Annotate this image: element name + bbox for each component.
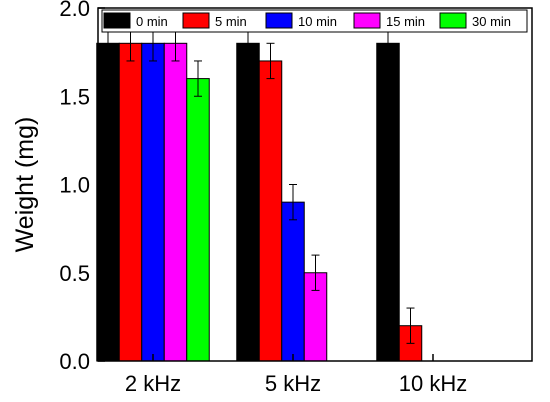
bar-30-min-2-kHz — [186, 78, 210, 362]
legend-swatch — [182, 12, 210, 29]
legend-label: 30 min — [472, 14, 511, 29]
y-tick-label: 1.0 — [59, 173, 90, 198]
y-tick-label: 0.0 — [59, 349, 90, 374]
bars-layer — [96, 42, 423, 362]
legend-label: 15 min — [386, 14, 425, 29]
x-tick-label: 10 kHz — [399, 371, 467, 396]
y-axis-title: Weight (mg) — [11, 117, 39, 253]
legend-swatch — [265, 12, 293, 29]
bar-10-min-2-kHz — [141, 42, 165, 362]
bar-0-min-10-kHz — [376, 42, 400, 362]
bar-0-min-2-kHz — [96, 42, 120, 362]
y-tick-label: 2.0 — [59, 0, 90, 21]
x-tick-label: 2 kHz — [125, 371, 181, 396]
bar-0-min-5-kHz — [236, 42, 260, 362]
legend: 0 min 5 min 10 min 15 min 30 min — [101, 9, 528, 33]
bar-5-min-5-kHz — [258, 60, 283, 362]
legend-swatch — [103, 12, 131, 29]
legend-label: 5 min — [215, 14, 247, 29]
axis-layer: 0.0 0.5 1.0 1.5 2.0 2 kHz 5 kHz 10 kHz — [59, 0, 467, 396]
legend-swatch — [439, 12, 467, 29]
legend-label: 10 min — [298, 14, 337, 29]
y-tick-label: 0.5 — [59, 261, 90, 286]
legend-label: 0 min — [136, 14, 168, 29]
y-tick-label: 1.5 — [59, 84, 90, 109]
bar-10-min-5-kHz — [281, 201, 305, 362]
legend-swatch — [353, 12, 381, 29]
x-tick-label: 5 kHz — [265, 371, 321, 396]
bar-15-min-2-kHz — [163, 42, 188, 362]
bar-5-min-2-kHz — [118, 42, 143, 362]
